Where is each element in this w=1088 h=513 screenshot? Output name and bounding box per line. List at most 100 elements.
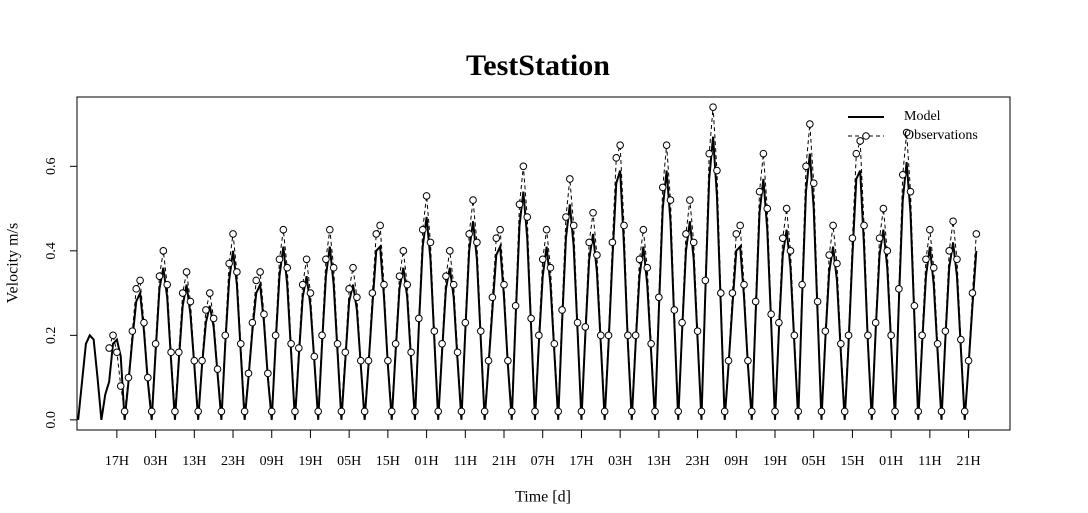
observation-point	[933, 339, 942, 348]
observation-point	[635, 255, 644, 264]
x-tick-label: 23H	[221, 454, 245, 469]
observation-point	[806, 120, 814, 128]
observation-point	[507, 407, 516, 416]
observation-point	[287, 339, 295, 348]
observation-point	[252, 276, 261, 285]
observation-point	[651, 407, 659, 416]
x-tick-label: 19H	[763, 454, 787, 469]
observation-point	[430, 327, 439, 335]
observation-point	[523, 213, 532, 221]
observation-point	[461, 318, 470, 327]
observation-point	[426, 238, 435, 247]
observation-point	[778, 234, 787, 242]
observation-point	[945, 247, 954, 255]
x-tick-label: 05H	[802, 454, 826, 469]
chart-title: TestStation	[466, 49, 610, 82]
observation-point	[128, 327, 137, 335]
observation-point	[627, 407, 636, 416]
y-tick-label: 0.4	[44, 242, 59, 259]
observation-point	[353, 293, 361, 302]
observation-point	[535, 331, 543, 340]
observation-point	[283, 263, 292, 272]
observation-point	[747, 407, 756, 416]
observation-point	[236, 339, 245, 348]
observation-point	[964, 356, 973, 365]
observation-point	[380, 280, 388, 289]
observation-point	[554, 407, 563, 416]
observation-point	[527, 314, 535, 323]
observation-point	[275, 255, 284, 264]
observation-point	[678, 318, 686, 327]
observation-point	[879, 204, 888, 213]
observation-point	[356, 356, 365, 365]
observation-point	[717, 289, 725, 297]
observation-point	[918, 331, 926, 340]
observation-point	[504, 356, 512, 365]
observation-point	[604, 331, 613, 340]
observation-point	[415, 314, 423, 323]
observation-point	[674, 407, 683, 416]
plot-frame	[76, 96, 1011, 431]
observation-point	[639, 225, 648, 234]
observation-point	[105, 344, 113, 352]
observation-point	[233, 268, 241, 276]
x-axis-label: Time [d]	[515, 489, 571, 506]
observation-point	[848, 234, 857, 242]
observation-point	[182, 268, 191, 276]
observation-point	[438, 339, 446, 348]
observation-point	[175, 348, 183, 357]
x-tick-label: 09H	[260, 454, 284, 469]
observation-point	[724, 356, 733, 365]
x-tick-label: 03H	[144, 454, 168, 469]
x-tick-label: 05H	[337, 454, 361, 469]
observation-point	[616, 141, 624, 149]
observation-point	[310, 352, 319, 361]
observation-point	[260, 310, 268, 319]
observation-point	[418, 225, 427, 234]
observation-point	[446, 247, 454, 255]
observation-point	[658, 183, 667, 192]
observation-point	[198, 356, 206, 365]
observation-point	[333, 339, 342, 348]
observation-point	[492, 234, 501, 242]
observation-point	[705, 149, 713, 158]
observation-point	[798, 280, 806, 289]
observation-point	[124, 373, 133, 382]
observation-point	[662, 141, 671, 149]
observation-point	[910, 301, 919, 310]
observation-point	[775, 318, 783, 327]
observation-point	[751, 297, 760, 306]
observation-point	[856, 137, 864, 145]
observation-point	[782, 204, 791, 213]
observation-point	[906, 187, 915, 196]
observation-point	[248, 318, 257, 327]
x-tick-label: 01H	[415, 454, 439, 469]
observation-point	[391, 339, 400, 348]
observation-point	[403, 280, 412, 289]
observation-point	[720, 407, 729, 416]
observation-point	[821, 327, 830, 335]
observation-point	[116, 382, 125, 390]
x-tick-label: 17H	[569, 454, 593, 469]
observation-point	[581, 323, 590, 331]
observation-point	[194, 407, 202, 416]
observation-point	[225, 259, 233, 268]
observation-point	[209, 314, 218, 323]
observation-point	[697, 407, 706, 416]
x-tick-label: 11H	[918, 454, 942, 469]
y-axis-label: Velocity m/s	[5, 223, 22, 303]
observation-point	[960, 407, 969, 416]
observation-point	[298, 280, 307, 289]
observation-point	[809, 179, 818, 188]
observation-point	[566, 175, 574, 183]
observation-point	[840, 407, 849, 416]
observation-point	[155, 272, 164, 280]
observation-point	[422, 192, 431, 200]
y-tick-label: 0.6	[44, 158, 59, 176]
observation-point	[867, 407, 876, 416]
observation-point	[473, 238, 481, 247]
observation-point	[484, 356, 493, 365]
observation-point	[926, 225, 934, 234]
observation-point	[647, 339, 655, 348]
